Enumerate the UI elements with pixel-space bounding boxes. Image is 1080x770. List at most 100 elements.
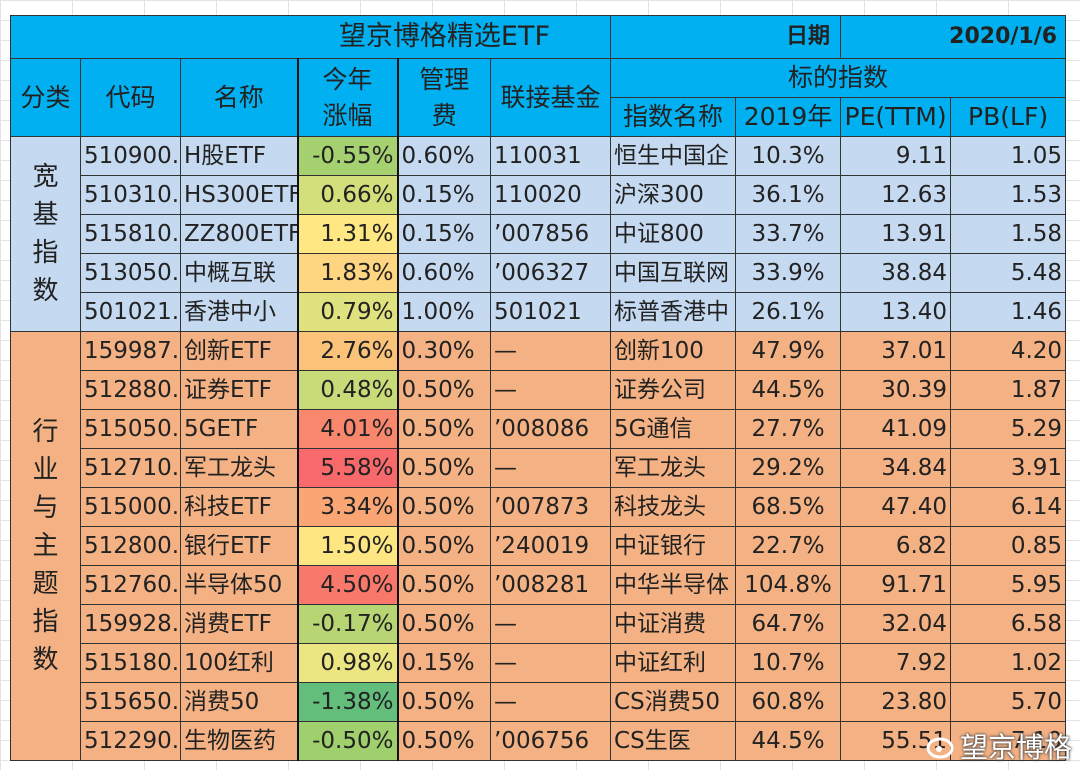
fee: 0.15% bbox=[397, 643, 491, 683]
pe: 9.11 bbox=[840, 136, 952, 176]
row: 512710. 军工龙头 5.58% 0.50% — 军工龙头 29.2% 34.84 3.91 bbox=[10, 448, 1067, 488]
change: 0.98% bbox=[296, 643, 399, 683]
fee: 0.50% bbox=[397, 604, 491, 644]
index-name: 标普香港中 bbox=[610, 292, 737, 332]
pb: 5.48 bbox=[950, 253, 1067, 293]
code: 512760. bbox=[80, 565, 181, 605]
header: 标的指数 bbox=[610, 58, 1067, 98]
code: 513050. bbox=[80, 253, 181, 293]
name: 生物医药 bbox=[180, 721, 298, 761]
index-name: 恒生中国企 bbox=[610, 136, 737, 176]
pe: 12.63 bbox=[840, 175, 952, 215]
code: 512800. bbox=[80, 526, 181, 566]
fee: 0.50% bbox=[397, 487, 491, 527]
return-2019: 33.7% bbox=[735, 214, 842, 254]
index-name: 中证银行 bbox=[610, 526, 737, 566]
row: 512800. 银行ETF 1.50% 0.50% ’240019 中证银行 22.7% 6.… bbox=[10, 526, 1067, 566]
name: 100红利 bbox=[180, 643, 298, 683]
pe: 47.40 bbox=[840, 487, 952, 527]
fee: 0.60% bbox=[397, 136, 491, 176]
change: -0.17% bbox=[296, 604, 399, 644]
pb: 3.91 bbox=[950, 448, 1067, 488]
index-name: 中华半导体 bbox=[610, 565, 737, 605]
pe: 34.84 bbox=[840, 448, 952, 488]
pe: 13.40 bbox=[840, 292, 952, 332]
header: 代码 bbox=[80, 58, 181, 137]
etf-table: 望京博格精选ETF 日期 2020/1/6 分类 代码 名称 今年涨幅 管理费 … bbox=[9, 15, 1067, 761]
pb: 1.02 bbox=[950, 643, 1067, 683]
code: 512710. bbox=[80, 448, 181, 488]
change: -0.50% bbox=[296, 721, 399, 761]
header: 管理费 bbox=[397, 58, 491, 137]
table-body: 望京博格精选ETF 日期 2020/1/6 分类 代码 名称 今年涨幅 管理费 … bbox=[9, 15, 1067, 761]
row: 515810. ZZ800ETF 1.31% 0.15% ’007856 中证800 33.… bbox=[10, 214, 1067, 254]
pb: 1.46 bbox=[950, 292, 1067, 332]
feeder: 110020 bbox=[489, 175, 612, 215]
feeder: ’006327 bbox=[489, 253, 612, 293]
fee: 0.15% bbox=[397, 175, 491, 215]
feeder: — bbox=[489, 331, 612, 371]
change: 0.48% bbox=[296, 370, 399, 410]
change: 4.01% bbox=[296, 409, 399, 449]
name: 中概互联 bbox=[180, 253, 298, 293]
feeder: — bbox=[489, 682, 612, 722]
change: 2.76% bbox=[296, 331, 399, 371]
name: HS300ETF bbox=[180, 175, 298, 215]
name: 消费50 bbox=[180, 682, 298, 722]
pb: 6.58 bbox=[950, 604, 1067, 644]
watermark: 望京博格 bbox=[926, 726, 1072, 766]
fee: 1.00% bbox=[397, 292, 491, 332]
change: 1.50% bbox=[296, 526, 399, 566]
code: 510310. bbox=[80, 175, 181, 215]
row: 159928. 消费ETF -0.17% 0.50% — 中证消费 64.7% 32.04 6.… bbox=[10, 604, 1067, 644]
pb: 1.05 bbox=[950, 136, 1067, 176]
row: 宽基指数 510900. H股ETF -0.55% 0.60% 110031 恒生中国企 10… bbox=[10, 136, 1067, 332]
header: 联接基金 bbox=[489, 58, 612, 137]
return-2019: 33.9% bbox=[735, 253, 842, 293]
return-2019: 26.1% bbox=[735, 292, 842, 332]
code: 510900. bbox=[80, 136, 181, 176]
row: 515000. 科技ETF 3.34% 0.50% ’007873 科技龙头 68.5% 47… bbox=[10, 487, 1067, 527]
name: ZZ800ETF bbox=[180, 214, 298, 254]
fee: 0.50% bbox=[397, 526, 491, 566]
fee: 0.50% bbox=[397, 565, 491, 605]
fee: 0.50% bbox=[397, 682, 491, 722]
name: 创新ETF bbox=[180, 331, 298, 371]
index-name: 军工龙头 bbox=[610, 448, 737, 488]
name: H股ETF bbox=[180, 136, 298, 176]
row: 501021. 香港中小 0.79% 1.00% 501021 标普香港中 26.1% 13.… bbox=[10, 292, 1067, 332]
feeder: — bbox=[489, 643, 612, 683]
code: 515810. bbox=[80, 214, 181, 254]
index-name: CS生医 bbox=[610, 721, 737, 761]
return-2019: 22.7% bbox=[735, 526, 842, 566]
pb: 4.20 bbox=[950, 331, 1067, 371]
return-2019: 36.1% bbox=[735, 175, 842, 215]
pe: 30.39 bbox=[840, 370, 952, 410]
pb: 5.29 bbox=[950, 409, 1067, 449]
code: 515180. bbox=[80, 643, 181, 683]
code: 515650. bbox=[80, 682, 181, 722]
change: 3.34% bbox=[296, 487, 399, 527]
fee: 0.30% bbox=[397, 331, 491, 371]
title: 望京博格精选ETF bbox=[9, 15, 612, 59]
row: 515650. 消费50 -1.38% 0.50% — CS消费50 60.8% 23.80 5… bbox=[10, 682, 1067, 722]
feeder: — bbox=[489, 448, 612, 488]
return-2019: 10.3% bbox=[735, 136, 842, 176]
fee: 0.15% bbox=[397, 214, 491, 254]
fee: 0.60% bbox=[397, 253, 491, 293]
name: 半导体50 bbox=[180, 565, 298, 605]
fee: 0.50% bbox=[397, 409, 491, 449]
index-name: 科技龙头 bbox=[610, 487, 737, 527]
header: 今年涨幅 bbox=[296, 58, 399, 137]
pb: 5.95 bbox=[950, 565, 1067, 605]
return-2019: 29.2% bbox=[735, 448, 842, 488]
fee: 0.50% bbox=[397, 370, 491, 410]
pe: 23.80 bbox=[840, 682, 952, 722]
date: 2020/1/6 bbox=[840, 15, 1067, 59]
code: 515050. bbox=[80, 409, 181, 449]
pb: 0.85 bbox=[950, 526, 1067, 566]
pe: 37.01 bbox=[840, 331, 952, 371]
return-2019: 44.5% bbox=[735, 370, 842, 410]
return-2019: 64.7% bbox=[735, 604, 842, 644]
